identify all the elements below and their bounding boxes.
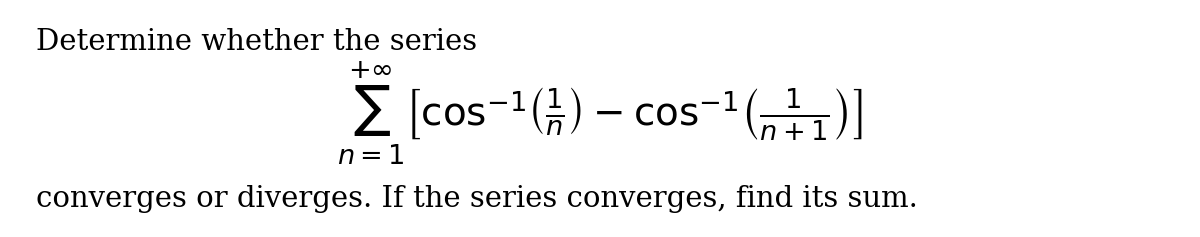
Text: converges or diverges. If the series converges, find its sum.: converges or diverges. If the series con… [36, 185, 918, 213]
Text: Determine whether the series: Determine whether the series [36, 28, 478, 56]
Text: $\sum_{n=1}^{+\infty} \left[ \cos^{-1}\!\left(\frac{1}{n}\right) - \cos^{-1}\!\l: $\sum_{n=1}^{+\infty} \left[ \cos^{-1}\!… [337, 60, 863, 168]
